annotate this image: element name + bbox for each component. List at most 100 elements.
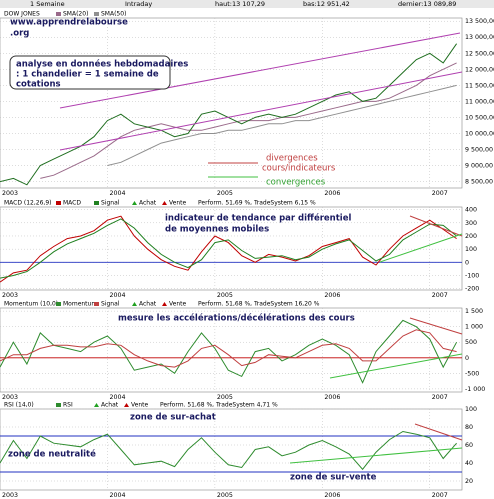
plot-area xyxy=(0,307,463,393)
x-tick-label: 2003 xyxy=(2,292,18,299)
channel-upper xyxy=(59,32,461,109)
x-tick-label: 2005 xyxy=(217,492,233,499)
note-box xyxy=(9,55,171,90)
y-tick-label: 300 xyxy=(465,220,477,227)
y-tick-label: 13 500,00 xyxy=(465,18,494,25)
y-tick-label: 11 500,00 xyxy=(465,82,494,89)
channel-lower xyxy=(59,71,463,151)
rsi-note: zone de sur-vente xyxy=(290,473,377,483)
y-tick-label: 10 000,00 xyxy=(465,130,494,137)
plot-area xyxy=(0,206,463,291)
note: analyse en données hebdomadaires xyxy=(16,59,188,70)
x-tick-label: 2006 xyxy=(324,394,340,401)
y-tick-label: 1 000 xyxy=(465,324,483,331)
x-tick-label: 2006 xyxy=(324,190,340,197)
legend-marker xyxy=(132,201,137,205)
y-tick-label: 12 000,00 xyxy=(465,66,494,73)
header-mode: Intraday xyxy=(125,0,152,8)
legend-label: RSI xyxy=(63,402,73,409)
x-tick-label: 2003 xyxy=(2,190,18,197)
x-tick-label: 2005 xyxy=(217,394,233,401)
legend-label: Vente xyxy=(169,301,186,308)
legend-title: DOW JONES xyxy=(4,11,40,18)
legend-marker xyxy=(132,302,137,306)
y-tick-label: 9 000,00 xyxy=(465,163,493,170)
y-tick-label: -500 xyxy=(465,370,479,377)
legend-label: MACD xyxy=(63,200,81,207)
legend-label: Achat xyxy=(101,402,119,409)
y-tick-label: 0 xyxy=(465,259,469,266)
legend-label: Signal xyxy=(101,200,120,207)
rsi-convergence xyxy=(289,447,463,464)
x-tick-label: 2003 xyxy=(2,492,18,499)
note: : 1 chandelier = 1 semaine de xyxy=(16,70,159,80)
y-tick-label: 40 xyxy=(465,460,473,467)
x-tick-label: 2007 xyxy=(432,292,448,299)
divergence-label: cours/indicateurs xyxy=(262,164,336,174)
legend-title: Momentum (10,0) xyxy=(4,301,58,308)
legend-label: Vente xyxy=(169,200,186,207)
y-tick-label: 100 xyxy=(465,406,477,413)
y-tick-label: 8 500,00 xyxy=(465,179,493,186)
x-tick-label: 2005 xyxy=(217,292,233,299)
performance: Perform. 51,68 %, TradeSystem 4,71 % xyxy=(160,402,278,409)
series-line xyxy=(107,84,457,166)
y-tick-label: 0 xyxy=(465,355,469,362)
plot-area xyxy=(0,17,463,189)
y-tick-label: 400 xyxy=(465,207,477,214)
legend-swatch xyxy=(94,201,99,205)
legend-swatch xyxy=(56,201,61,205)
site: www.apprendrelabourse xyxy=(10,18,128,28)
legend-label: Vente xyxy=(131,402,148,409)
series-line xyxy=(0,319,458,384)
plot-area xyxy=(0,408,463,491)
legend-label: Signal xyxy=(101,301,120,308)
y-tick-label: 100 xyxy=(465,246,477,253)
x-tick-label: 2004 xyxy=(109,190,125,197)
divergence-label: divergences xyxy=(266,154,318,164)
legend-swatch xyxy=(56,403,61,407)
x-tick-label: 2004 xyxy=(109,292,125,299)
macd-note: de moyennes mobiles xyxy=(165,225,269,235)
overlays xyxy=(9,32,463,464)
series-line xyxy=(0,218,457,279)
series-line xyxy=(0,215,457,283)
macd-divergence xyxy=(409,215,463,237)
x-tick-label: 2005 xyxy=(217,190,233,197)
x-tick-label: 2006 xyxy=(324,292,340,299)
y-tick-label: 80 xyxy=(465,424,473,431)
x-tick-label: 2006 xyxy=(324,492,340,499)
legend-marker xyxy=(94,403,99,407)
y-tick-label: -200 xyxy=(465,286,479,293)
y-tick-label: 1 500 xyxy=(465,308,483,315)
y-tick-label: 13 000,00 xyxy=(465,34,494,41)
momentum-note: mesure les accélérations/décélérations d… xyxy=(118,313,355,324)
y-tick-label: 12 500,00 xyxy=(465,50,494,57)
header-period: 1 Semaine xyxy=(30,0,65,8)
legend-label: Momentum xyxy=(63,301,97,308)
series-line xyxy=(0,329,457,368)
convergence-label: convergences xyxy=(266,178,326,188)
legend-marker xyxy=(162,302,167,306)
legend-swatch xyxy=(56,12,61,16)
panels: 13 500,00 13 000,00 12 500,00 12 000,00 11 5… xyxy=(0,11,494,499)
legend-swatch xyxy=(94,12,99,16)
macd-note: indicateur de tendance par différentiel xyxy=(165,213,351,224)
x-tick-label: 2004 xyxy=(109,394,125,401)
momentum-divergence xyxy=(409,317,463,335)
x-tick-label: 2007 xyxy=(432,190,448,197)
performance: Perform. 51,69 %, TradeSystem 6,15 % xyxy=(198,200,316,207)
rsi-note: zone de sur-achat xyxy=(130,413,216,423)
x-tick-label: 2007 xyxy=(432,492,448,499)
legend-label: Achat xyxy=(139,200,157,207)
macd-convergence xyxy=(379,233,463,263)
y-tick-label: 60 xyxy=(465,442,473,449)
header-bar xyxy=(0,0,494,8)
legend-label: SMA(20) xyxy=(63,11,88,18)
y-tick-label: -100 xyxy=(465,273,479,280)
y-tick-label: 200 xyxy=(465,233,477,240)
header-high: haut:13 107,29 xyxy=(215,0,265,8)
x-tick-label: 2003 xyxy=(2,394,18,401)
momentum-convergence xyxy=(329,353,463,379)
